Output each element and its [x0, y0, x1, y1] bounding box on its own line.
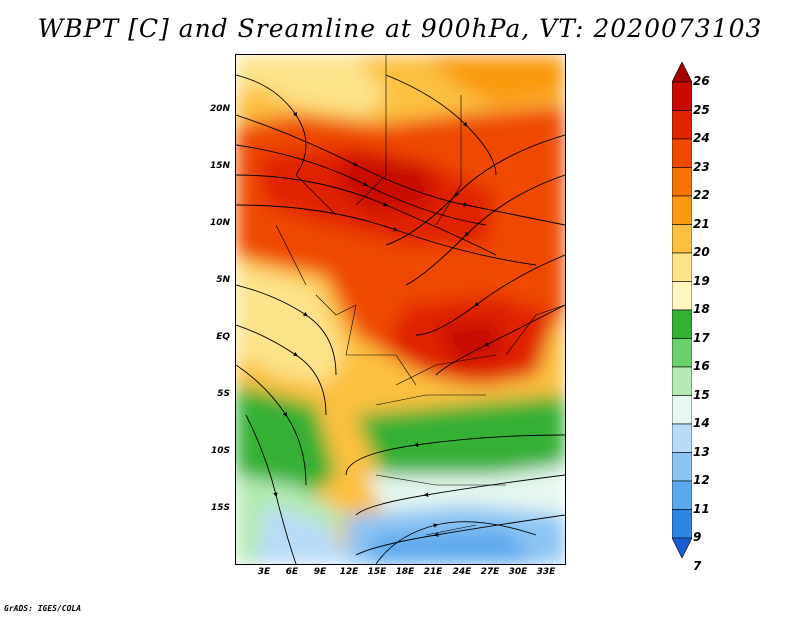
temperature-shading [236, 55, 565, 564]
grads-credit: GrADS: IGES/COLA [4, 604, 82, 613]
scale-swatch-2 [672, 110, 692, 140]
lon-label-15e: 15E [367, 567, 387, 577]
lon-label-33e: 33E [536, 567, 556, 577]
lat-label-15s: 15S [210, 503, 230, 513]
lon-label-6e: 6E [285, 567, 299, 577]
scale-swatch-4 [672, 167, 692, 197]
lon-label-12e: 12E [339, 567, 359, 577]
scale-swatch-6 [672, 224, 692, 254]
lon-label-21e: 21E [423, 567, 443, 577]
wbpt-field-map [236, 55, 565, 564]
scale-label-26: 26 [693, 74, 710, 88]
scale-swatch-10 [672, 338, 692, 368]
lat-label-10s: 10S [210, 446, 230, 456]
scale-label-25: 25 [693, 102, 710, 117]
country-borders [275, 55, 565, 536]
scale-label-19: 19 [693, 273, 710, 288]
scale-swatch-14 [672, 452, 692, 482]
lat-label-10n: 10N [209, 218, 230, 228]
scale-label-21: 21 [693, 216, 710, 231]
scale-swatch-16 [672, 509, 692, 539]
lat-label-15n: 15N [209, 161, 230, 171]
scale-label-9: 9 [693, 530, 702, 544]
lon-label-18e: 18E [395, 567, 415, 577]
lon-label-3e: 3E [257, 567, 271, 577]
scale-swatch-7 [672, 252, 692, 282]
scale-label-20: 20 [693, 245, 710, 259]
scale-arrow-top [672, 62, 692, 83]
scale-swatch-8 [672, 281, 692, 311]
map-panel [235, 54, 566, 565]
scale-label-11: 11 [693, 501, 710, 516]
scale-swatch-9 [672, 309, 692, 339]
scale-label-7: 7 [693, 558, 702, 573]
scale-swatch-11 [672, 366, 692, 396]
scale-label-23: 23 [693, 159, 710, 174]
scale-label-24: 24 [693, 131, 710, 145]
scale-label-13: 13 [693, 444, 710, 459]
scale-arrow-bottom [672, 537, 692, 558]
streamlines [236, 74, 565, 564]
scale-swatch-1 [672, 81, 692, 111]
scale-swatch-15 [672, 480, 692, 510]
lon-label-27e: 27E [480, 567, 500, 577]
scale-label-14: 14 [693, 416, 710, 430]
lon-label-24e: 24E [452, 567, 472, 577]
lon-label-9e: 9E [313, 567, 327, 577]
lat-label-20n: 20N [209, 104, 230, 114]
scale-swatch-12 [672, 395, 692, 425]
scale-label-15: 15 [693, 387, 710, 402]
scale-label-22: 22 [693, 188, 710, 202]
scale-swatch-3 [672, 138, 692, 168]
scale-label-18: 18 [693, 302, 710, 316]
scale-label-12: 12 [693, 473, 710, 487]
lon-label-30e: 30E [508, 567, 528, 577]
chart-title: WBPT [C] and Sreamline at 900hPa, VT: 20… [37, 14, 763, 43]
scale-swatch-5 [672, 195, 692, 225]
lat-label-5n: 5N [216, 275, 230, 285]
color-scale-bar [672, 62, 692, 558]
scale-swatch-13 [672, 423, 692, 453]
lat-label-5s: 5S [217, 389, 230, 399]
scale-label-17: 17 [693, 330, 710, 345]
scale-label-16: 16 [693, 359, 710, 373]
lat-label-eq: EQ [216, 332, 230, 342]
